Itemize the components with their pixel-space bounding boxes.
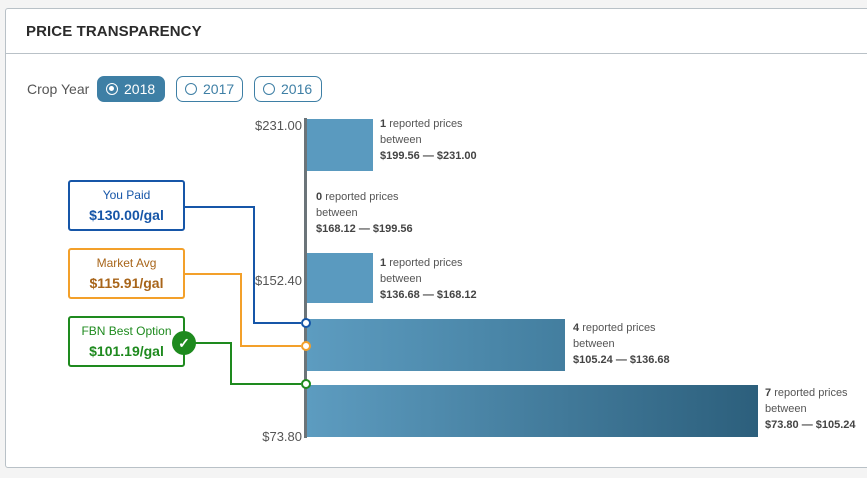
- histogram-bar-1: [307, 119, 373, 171]
- year-label: 2018: [124, 81, 156, 97]
- radio-icon: [263, 83, 275, 95]
- fbn-best-value: $101.19/gal: [89, 343, 164, 359]
- bin-label-2: 0 reported prices between $168.12 — $199…: [316, 191, 413, 235]
- panel-header: PRICE TRANSPARENCY: [6, 9, 867, 54]
- year-label: 2016: [281, 81, 313, 97]
- market-avg-callout: Market Avg $115.91/gal: [68, 248, 185, 299]
- radio-selected-icon: [106, 83, 118, 95]
- year-label: 2017: [203, 81, 235, 97]
- axis-tick-mid: $152.40: [255, 273, 302, 288]
- price-transparency-panel: PRICE TRANSPARENCY Crop Year 2018 2017 2…: [5, 8, 867, 468]
- histogram-bar-4: [307, 319, 565, 371]
- connector-lines: [185, 206, 311, 389]
- you-paid-callout: You Paid $130.00/gal: [68, 180, 185, 231]
- price-axis: [304, 118, 307, 438]
- market-avg-value: $115.91/gal: [89, 275, 164, 291]
- checkmark-icon: ✓: [172, 331, 196, 355]
- fbn-best-label: FBN Best Option: [81, 324, 172, 338]
- histogram-bar-5: [307, 385, 758, 437]
- fbn-best-option-callout: FBN Best Option $101.19/gal: [68, 316, 185, 367]
- market-avg-label: Market Avg: [96, 256, 157, 270]
- you-paid-label: You Paid: [102, 188, 151, 202]
- year-2017-button[interactable]: 2017: [176, 76, 243, 102]
- crop-year-label: Crop Year: [27, 81, 90, 97]
- panel-title: PRICE TRANSPARENCY: [26, 23, 202, 40]
- axis-tick-bottom: $73.80: [262, 429, 302, 444]
- bin-label-4: 4 reported prices between $105.24 — $136…: [573, 322, 670, 366]
- bin-label-5: 7 reported prices between $73.80 — $105.…: [765, 387, 856, 431]
- year-2016-button[interactable]: 2016: [254, 76, 322, 102]
- bin-label-3: 1 reported prices between $136.68 — $168…: [380, 257, 477, 301]
- you-paid-value: $130.00/gal: [89, 207, 164, 223]
- histogram-bar-3: [307, 253, 373, 303]
- radio-icon: [185, 83, 197, 95]
- year-2018-button[interactable]: 2018: [97, 76, 165, 102]
- bin-label-1: 1 reported prices between $199.56 — $231…: [380, 118, 477, 162]
- axis-tick-top: $231.00: [255, 118, 302, 133]
